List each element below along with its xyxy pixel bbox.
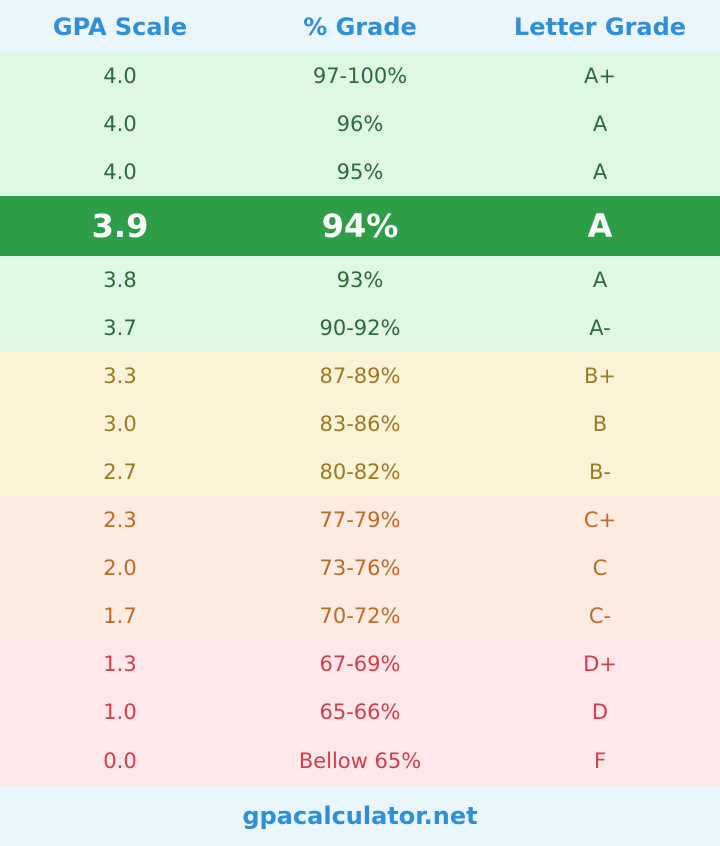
gpa-cell: 2.3 [103,508,137,532]
header-letter-grade: Letter Grade [513,13,687,41]
table-row: 1.0 65-66% D [0,688,720,736]
table-row: 1.3 67-69% D+ [0,640,720,688]
letter-cell: C [592,556,608,580]
table-row-highlighted: 3.9 94% A [0,196,720,256]
gpa-cell: 3.0 [103,412,137,436]
gpa-cell: 3.9 [91,207,149,245]
percent-cell: 67-69% [319,652,401,676]
percent-cell: 95% [336,160,384,184]
site-name: gpacalculator.net [242,802,478,830]
table-header: GPA Scale % Grade Letter Grade [0,0,720,52]
gpa-cell: 1.0 [103,700,137,724]
table-row: 2.0 73-76% C [0,544,720,592]
gpa-cell: 1.3 [103,652,137,676]
table-row: 4.0 96% A [0,100,720,148]
percent-cell: 90-92% [319,316,401,340]
percent-cell: 93% [336,268,384,292]
table-row: 3.8 93% A [0,256,720,304]
letter-cell: F [593,749,607,773]
letter-cell: A [587,207,613,245]
gpa-cell: 4.0 [103,112,137,136]
letter-cell: B [592,412,608,436]
percent-cell: 87-89% [319,364,401,388]
letter-cell: A+ [584,64,616,88]
gpa-cell: 2.7 [103,460,137,484]
table-row: 3.7 90-92% A- [0,304,720,352]
gpa-cell: 3.3 [103,364,137,388]
letter-cell: C+ [583,508,617,532]
gpa-cell: 3.7 [103,316,137,340]
percent-cell: 94% [321,207,399,245]
percent-cell: Bellow 65% [298,749,422,773]
letter-cell: A [592,112,608,136]
table-row: 2.3 77-79% C+ [0,496,720,544]
percent-cell: 77-79% [319,508,401,532]
gpa-cell: 1.7 [103,604,137,628]
gpa-cell: 3.8 [103,268,137,292]
letter-cell: D [591,700,609,724]
percent-cell: 70-72% [319,604,401,628]
table-row: 3.3 87-89% B+ [0,352,720,400]
letter-cell: B- [589,460,611,484]
gpa-cell: 2.0 [103,556,137,580]
gpa-cell: 0.0 [103,749,137,773]
letter-cell: A [592,160,608,184]
percent-cell: 65-66% [319,700,401,724]
percent-cell: 83-86% [319,412,401,436]
site-footer: gpacalculator.net [0,786,720,846]
table-row: 2.7 80-82% B- [0,448,720,496]
percent-cell: 96% [336,112,384,136]
percent-cell: 80-82% [319,460,401,484]
table-row: 4.0 97-100% A+ [0,52,720,100]
letter-cell: D+ [583,652,617,676]
letter-cell: A- [589,316,611,340]
table-row: 1.7 70-72% C- [0,592,720,640]
header-percent-grade: % Grade [303,13,417,41]
letter-cell: B+ [583,364,616,388]
table-row: 4.0 95% A [0,148,720,196]
gpa-cell: 4.0 [103,160,137,184]
letter-cell: C- [588,604,612,628]
percent-cell: 73-76% [319,556,401,580]
header-gpa-scale: GPA Scale [52,13,188,41]
gpa-cell: 4.0 [103,64,137,88]
letter-cell: A [592,268,608,292]
percent-cell: 97-100% [312,64,408,88]
table-row: 0.0 Bellow 65% F [0,736,720,786]
table-row: 3.0 83-86% B [0,400,720,448]
